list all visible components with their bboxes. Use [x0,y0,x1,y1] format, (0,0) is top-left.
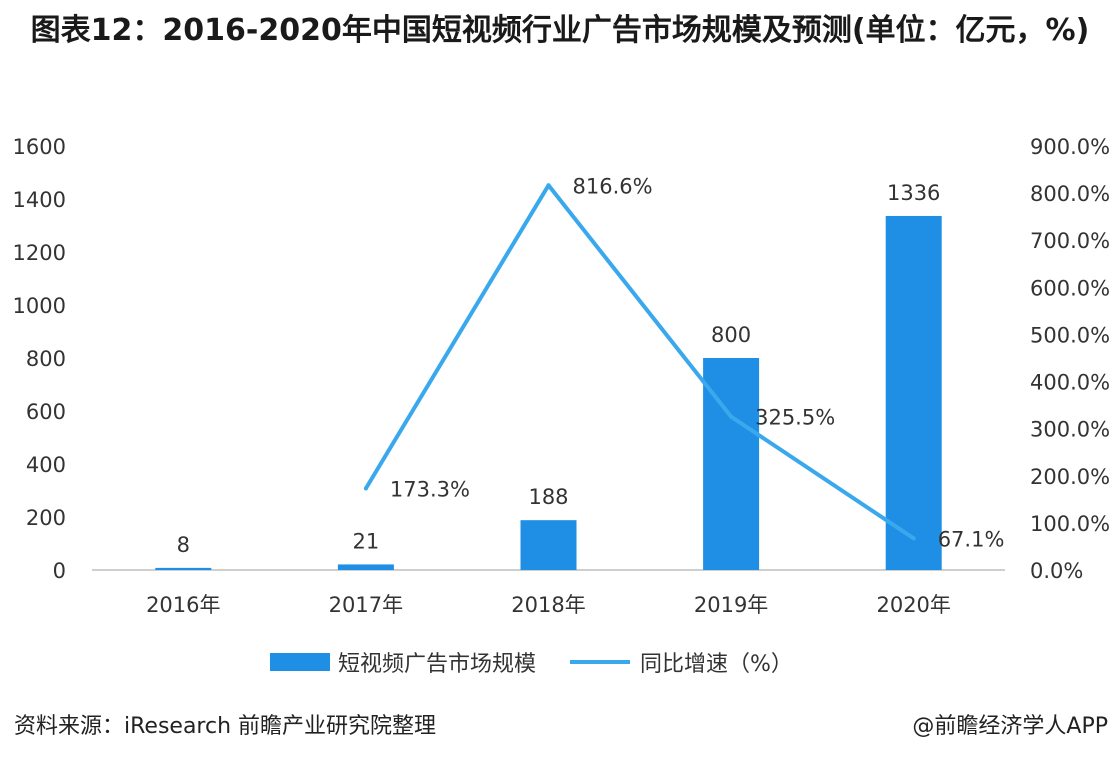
y-right-tick-label: 500.0% [1030,323,1110,347]
line-point [911,536,916,541]
footer-source: 资料来源：iResearch 前瞻产业研究院整理 [14,714,437,739]
y-left-tick-label: 1000 [13,294,66,318]
right-axis: 0.0% 100.0% 200.0% 300.0% 400.0% 500.0% 600.0%… [1030,135,1110,583]
line-data-label: 67.1% [938,527,1005,551]
y-right-tick-label: 400.0% [1030,371,1110,395]
y-left-tick-label: 800 [26,347,66,371]
bar [885,215,942,570]
x-axis: 2016年 2017年 2018年 2019年 2020年 [92,569,1005,617]
x-tick-label: 2020年 [876,593,950,617]
y-right-tick-label: 700.0% [1030,229,1110,253]
chart-legend: 短视频广告市场规模 同比增速（%） [270,646,827,678]
y-right-tick-label: 200.0% [1030,465,1110,489]
y-left-tick-label: 1400 [13,188,66,212]
x-tick-label: 2016年 [146,593,220,617]
chart-title: 图表12：2016-2020年中国短视频行业广告市场规模及预测(单位：亿元，%) [30,13,1090,48]
x-tick-label: 2019年 [694,593,768,617]
legend-item-bar: 短视频广告市场规模 [270,646,536,678]
line-data-label: 816.6% [573,174,653,198]
bar [155,567,212,570]
legend-bar-label: 短视频广告市场规模 [338,652,537,677]
line-point [729,414,734,419]
legend-bar-swatch [270,653,330,671]
line-data-labels: 173.3% 816.6% 325.5% 67.1% [390,174,1005,551]
footer-brand: @前瞻经济学人APP [912,714,1108,739]
bar-data-labels: 8 21 188 800 1336 [177,181,941,557]
y-right-tick-label: 100.0% [1030,512,1110,536]
bar-data-label: 8 [177,533,190,557]
line-series [363,183,916,541]
y-right-tick-label: 800.0% [1030,182,1110,206]
legend-line-label: 同比增速（%） [640,652,793,677]
bar-data-label: 188 [528,485,568,509]
y-left-tick-label: 600 [26,400,66,424]
y-left-tick-label: 200 [26,506,66,530]
line-path [363,183,916,541]
bar [337,564,394,570]
line-data-label: 325.5% [755,406,835,430]
legend-line-swatch [570,660,631,664]
legend-item-line: 同比增速（%） [570,646,793,678]
left-axis: 0 200 400 600 800 1000 1200 1400 1600 [13,135,66,583]
y-right-tick-label: 0.0% [1030,559,1083,583]
bar-data-label: 21 [353,529,380,553]
line-data-label: 173.3% [390,477,470,501]
bar-data-label: 1336 [887,181,940,205]
y-left-tick-label: 0 [53,559,66,583]
bar-data-label: 800 [711,323,751,347]
y-left-tick-label: 400 [26,453,66,477]
x-tick-label: 2017年 [329,593,403,617]
y-left-tick-label: 1200 [13,241,66,265]
y-left-tick-label: 1600 [13,135,66,159]
line-point [546,183,551,188]
bar-series [155,215,942,570]
line-point [363,486,368,491]
y-right-tick-label: 300.0% [1030,418,1110,442]
bar [520,520,577,570]
x-tick-label: 2018年 [511,593,585,617]
y-right-tick-label: 900.0% [1030,135,1110,159]
y-right-tick-label: 600.0% [1030,276,1110,300]
